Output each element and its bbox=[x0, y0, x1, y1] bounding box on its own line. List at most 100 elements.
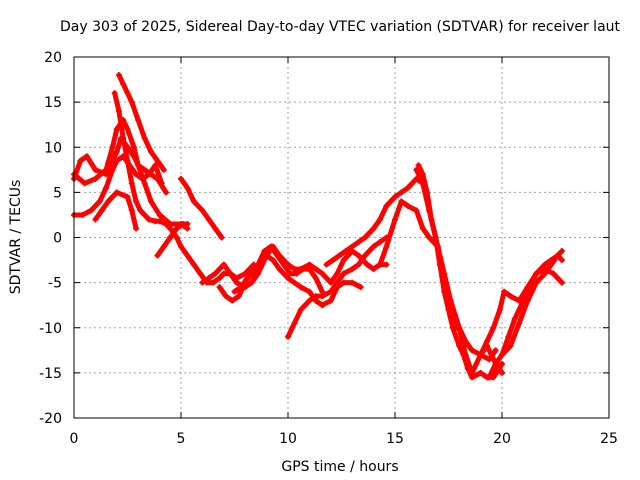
data-point bbox=[496, 306, 503, 313]
data-point bbox=[199, 207, 206, 214]
data-point bbox=[323, 261, 330, 268]
data-point bbox=[152, 162, 159, 169]
data-point bbox=[355, 239, 362, 246]
data-point bbox=[115, 72, 122, 79]
data-point bbox=[199, 279, 206, 286]
data-point bbox=[484, 338, 491, 345]
data-point bbox=[113, 189, 120, 196]
data-point bbox=[261, 248, 268, 255]
data-point bbox=[419, 225, 426, 232]
data-point bbox=[370, 266, 377, 273]
data-point bbox=[184, 220, 191, 227]
series-arc-7 bbox=[154, 220, 191, 259]
data-point bbox=[404, 202, 411, 209]
data-point bbox=[120, 81, 127, 88]
data-point bbox=[426, 207, 433, 214]
data-point bbox=[357, 284, 364, 291]
data-point bbox=[456, 342, 463, 349]
data-point bbox=[248, 279, 255, 286]
data-point bbox=[124, 90, 131, 97]
data-point bbox=[135, 117, 142, 124]
data-point bbox=[460, 351, 467, 358]
data-point bbox=[222, 293, 229, 300]
y-tick-label: 5 bbox=[53, 185, 62, 201]
data-point bbox=[383, 261, 390, 268]
series-line bbox=[499, 248, 565, 358]
data-point bbox=[505, 333, 512, 340]
data-point bbox=[137, 207, 144, 214]
data-point bbox=[205, 275, 212, 282]
data-point bbox=[291, 279, 298, 286]
series-line bbox=[71, 153, 165, 218]
data-point bbox=[96, 198, 103, 205]
data-point bbox=[362, 252, 369, 259]
data-point bbox=[533, 279, 540, 286]
data-point bbox=[218, 234, 225, 241]
data-point bbox=[362, 234, 369, 241]
data-point bbox=[212, 225, 219, 232]
data-point bbox=[128, 207, 135, 214]
data-point bbox=[426, 234, 433, 241]
data-point bbox=[550, 270, 557, 277]
data-point bbox=[113, 157, 120, 164]
y-tick-label: -10 bbox=[39, 321, 62, 337]
data-point bbox=[237, 284, 244, 291]
data-point bbox=[383, 243, 390, 250]
data-point bbox=[501, 288, 508, 295]
data-point bbox=[242, 270, 249, 277]
data-point bbox=[145, 216, 152, 223]
data-point bbox=[291, 266, 298, 273]
data-point bbox=[370, 243, 377, 250]
data-point bbox=[349, 243, 356, 250]
data-point bbox=[492, 347, 499, 354]
data-point bbox=[173, 234, 180, 241]
data-point bbox=[163, 189, 170, 196]
y-axis-label: SDTVAR / TECUs bbox=[8, 180, 24, 295]
data-point bbox=[329, 257, 336, 264]
x-tick-label: 10 bbox=[279, 431, 297, 447]
data-point bbox=[432, 234, 439, 241]
data-point bbox=[124, 193, 131, 200]
data-point bbox=[392, 216, 398, 223]
data-point bbox=[128, 180, 135, 187]
data-point bbox=[79, 211, 86, 218]
data-point bbox=[184, 184, 191, 191]
data-point bbox=[154, 252, 161, 259]
data-point bbox=[111, 90, 118, 97]
data-point bbox=[120, 135, 127, 142]
data-point bbox=[349, 266, 356, 273]
data-point bbox=[270, 257, 277, 264]
data-point bbox=[105, 198, 112, 205]
data-point bbox=[492, 360, 499, 367]
data-series bbox=[71, 72, 565, 381]
x-axis-label: GPS time / hours bbox=[281, 459, 398, 475]
data-point bbox=[477, 351, 484, 358]
data-point bbox=[319, 270, 326, 277]
series-line bbox=[71, 117, 190, 231]
data-point bbox=[499, 351, 505, 358]
data-point bbox=[449, 315, 456, 322]
data-point bbox=[148, 148, 155, 155]
data-point bbox=[227, 270, 234, 277]
data-point bbox=[469, 374, 476, 381]
data-point bbox=[297, 284, 304, 291]
x-tick-label: 25 bbox=[600, 431, 618, 447]
data-point bbox=[276, 266, 283, 273]
chart-title: Day 303 of 2025, Sidereal Day-to-day VTE… bbox=[60, 19, 621, 35]
data-point bbox=[220, 261, 227, 268]
data-point bbox=[139, 175, 146, 182]
data-point bbox=[327, 279, 334, 286]
data-point bbox=[274, 252, 281, 259]
data-point bbox=[231, 288, 238, 295]
data-point bbox=[81, 180, 88, 187]
data-point bbox=[516, 320, 523, 327]
data-point bbox=[115, 108, 122, 115]
data-point bbox=[507, 293, 514, 300]
data-point bbox=[291, 320, 298, 327]
axis-ticks: 0 5 10 15 20 25 -20 -15 -10 -5 0 5 10 15 20 bbox=[39, 50, 618, 447]
x-tick-label: 15 bbox=[386, 431, 404, 447]
data-point bbox=[370, 225, 377, 232]
data-point bbox=[334, 279, 341, 286]
data-point bbox=[398, 198, 405, 205]
